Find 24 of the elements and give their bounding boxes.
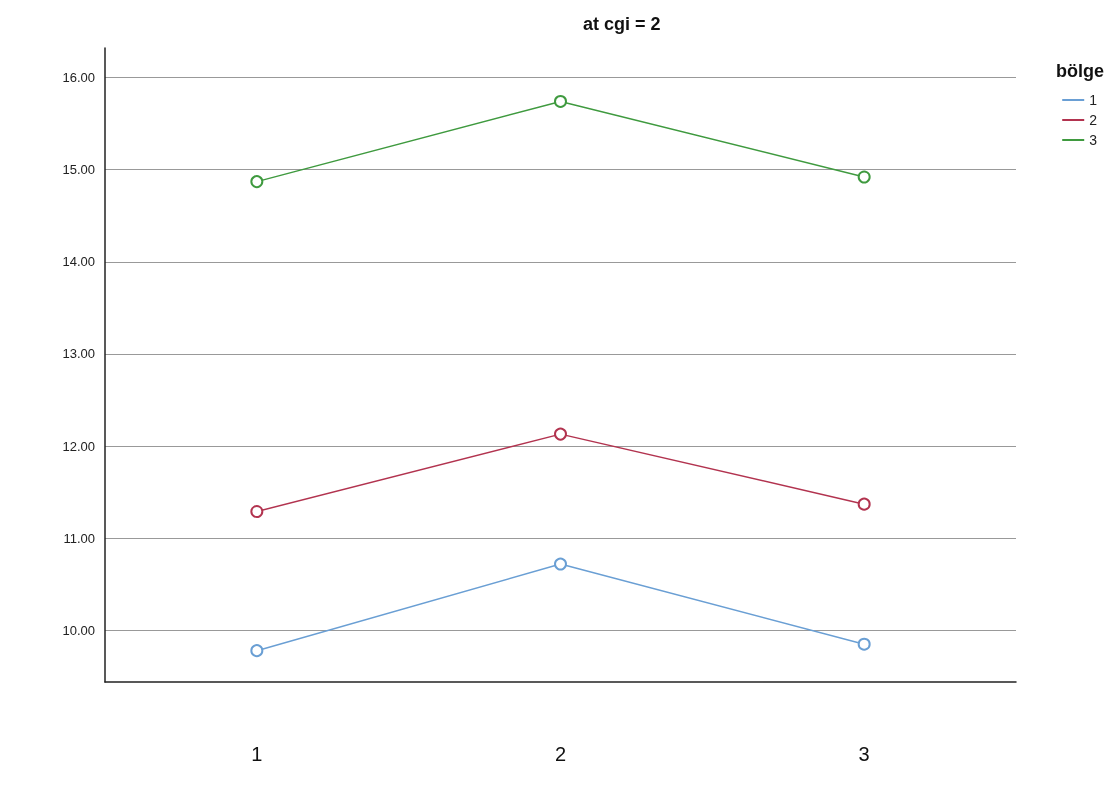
point — [857, 637, 871, 651]
y-tick-label: 11.00 — [63, 530, 95, 546]
y-tick-label: 10.00 — [62, 622, 95, 638]
chart-title: at cgi = 2 — [583, 14, 661, 34]
point — [250, 175, 264, 189]
y-tick-label: 14.00 — [62, 254, 95, 270]
point — [857, 170, 871, 184]
point — [250, 644, 264, 658]
legend-label: 3 — [1089, 132, 1098, 148]
legend-label: 2 — [1089, 112, 1098, 128]
point — [857, 497, 871, 511]
legend-label: 1 — [1089, 92, 1098, 108]
point — [554, 557, 567, 571]
x-tick-label: 2 — [554, 743, 567, 765]
legend-title: bölge — [1056, 61, 1104, 81]
y-tick-label: 16.00 — [62, 69, 95, 85]
y-tick-label: 15.00 — [62, 162, 95, 178]
y-tick-label: 13.00 — [62, 346, 95, 362]
point — [250, 505, 264, 519]
point — [554, 427, 567, 441]
point — [554, 94, 567, 108]
x-tick-label: 3 — [858, 743, 870, 765]
x-tick-label: 1 — [251, 743, 263, 765]
y-tick-label: 12.00 — [62, 438, 95, 454]
